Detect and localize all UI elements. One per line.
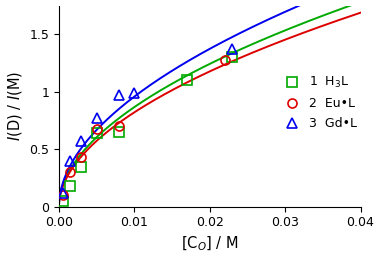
Y-axis label: $I$(D) / $I$(M): $I$(D) / $I$(M) [6, 71, 24, 141]
Legend: 1  H$_3$L, 2  Eu•L, 3  Gd•L: 1 H$_3$L, 2 Eu•L, 3 Gd•L [279, 75, 357, 130]
X-axis label: [C$_{O}$] / M: [C$_{O}$] / M [181, 235, 239, 254]
